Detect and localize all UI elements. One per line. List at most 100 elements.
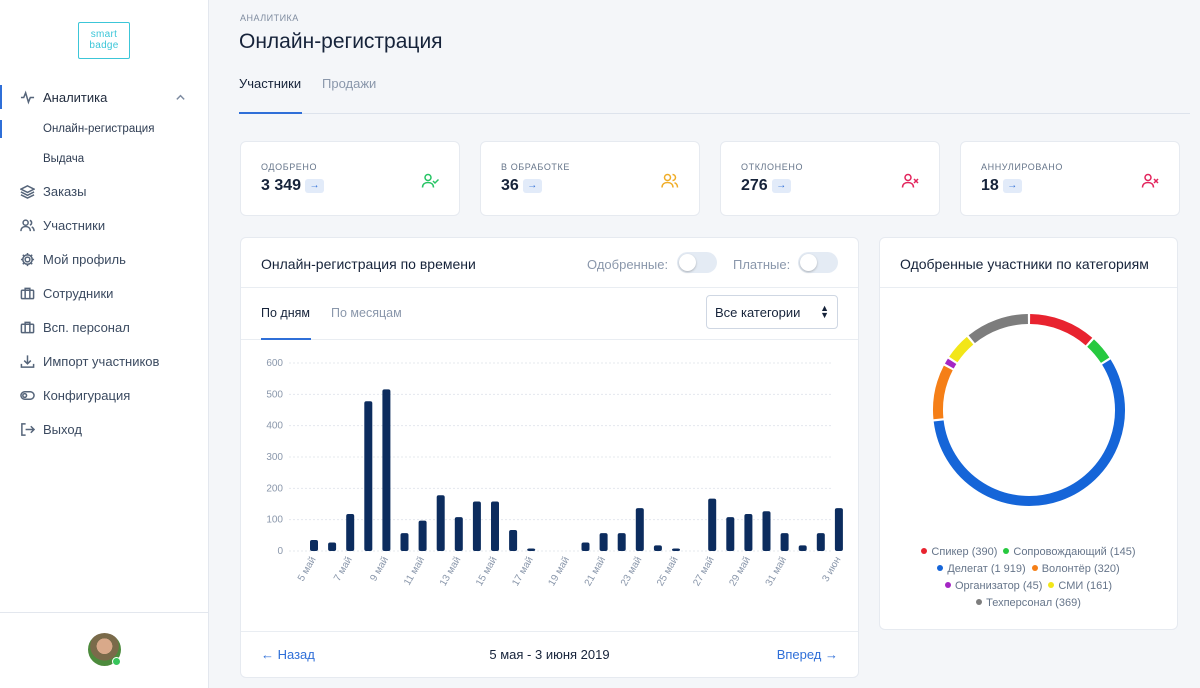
sidebar-subitem-label: Онлайн-регистрация bbox=[43, 123, 155, 135]
next-link[interactable]: Вперед → bbox=[776, 647, 838, 662]
sidebar-item-label: Конфигурация bbox=[43, 387, 131, 403]
bar bbox=[418, 520, 427, 551]
tab-by-months[interactable]: По месяцам bbox=[331, 306, 402, 320]
y-tick-label: 400 bbox=[266, 421, 283, 432]
stat-value: 36 → bbox=[501, 177, 542, 195]
card-header: Онлайн-регистрация по времени Одобренные… bbox=[241, 238, 858, 288]
approved-toggle[interactable] bbox=[677, 252, 717, 273]
tab-sales[interactable]: Продажи bbox=[322, 76, 377, 91]
stat-label: АННУЛИРОВАНО bbox=[981, 162, 1064, 172]
sidebar-subitem-online-registration[interactable]: Онлайн-регистрация bbox=[0, 114, 208, 144]
donut-chart bbox=[933, 314, 1125, 506]
smart-badge-logo[interactable]: smart badge bbox=[78, 22, 130, 59]
user-check-icon bbox=[421, 172, 440, 190]
active-tab-indicator bbox=[239, 112, 302, 114]
sidebar-item-configuration[interactable]: Конфигурация bbox=[0, 378, 208, 412]
bar bbox=[834, 508, 843, 551]
legend-item: Спикер (390) bbox=[921, 544, 997, 561]
arrow-right-button[interactable]: → bbox=[522, 179, 542, 193]
legend-dot bbox=[976, 599, 983, 605]
online-status-dot bbox=[112, 657, 121, 666]
sidebar-item-label: Выход bbox=[43, 421, 82, 437]
logout-icon bbox=[19, 421, 35, 437]
stat-label: ОТКЛОНЕНО bbox=[741, 162, 804, 172]
legend-label: Спикер (390) bbox=[931, 546, 998, 558]
stat-value: 3 349 → bbox=[261, 177, 325, 195]
x-tick-label: 5 май bbox=[296, 555, 319, 583]
stat-card-processing: В ОБРАБОТКЕ 36 → bbox=[480, 141, 700, 216]
arrow-right-button[interactable]: → bbox=[1002, 179, 1022, 193]
briefcase-icon bbox=[19, 285, 35, 301]
chevron-up-icon[interactable] bbox=[175, 91, 186, 106]
x-tick-label: 17 май bbox=[510, 555, 535, 588]
x-tick-label: 15 май bbox=[474, 555, 499, 588]
stat-label: ОДОБРЕНО bbox=[261, 162, 318, 172]
arrow-right-button[interactable]: → bbox=[305, 179, 325, 193]
sidebar-item-employees[interactable]: Сотрудники bbox=[0, 276, 208, 310]
bar bbox=[364, 401, 373, 551]
bar bbox=[708, 498, 717, 551]
sidebar-item-label: Участники bbox=[43, 217, 106, 233]
active-subtab-indicator bbox=[261, 338, 311, 340]
x-tick-label: 7 май bbox=[332, 555, 355, 583]
card-title: Одобренные участники по категориям bbox=[900, 256, 1149, 272]
sidebar-nav: Аналитика Онлайн-регистрация Выдача Зака… bbox=[0, 80, 208, 446]
users-icon bbox=[19, 217, 35, 233]
bar bbox=[310, 540, 318, 551]
sidebar-item-orders[interactable]: Заказы bbox=[0, 174, 208, 208]
sidebar-item-analytics[interactable]: Аналитика bbox=[0, 80, 208, 114]
bar bbox=[635, 508, 644, 551]
chart-legend: Спикер (390) Сопровождающий (145) Делегат … bbox=[880, 544, 1177, 612]
logo-line-2: badge bbox=[89, 40, 119, 51]
bar bbox=[346, 514, 355, 551]
arrow-right-button[interactable]: → bbox=[771, 179, 791, 193]
y-tick-label: 100 bbox=[266, 515, 283, 526]
sidebar-item-participants[interactable]: Участники bbox=[0, 208, 208, 242]
legend-dot bbox=[1048, 582, 1055, 588]
legend-label: Сопровождающий (145) bbox=[1013, 546, 1136, 558]
bar bbox=[436, 495, 445, 551]
legend-dot bbox=[921, 548, 928, 554]
legend-item: СМИ (161) bbox=[1048, 578, 1112, 595]
stat-card-approved: ОДОБРЕНО 3 349 → bbox=[240, 141, 460, 216]
sidebar-item-import-participants[interactable]: Импорт участников bbox=[0, 344, 208, 378]
legend-item: Техперсонал (369) bbox=[976, 595, 1081, 612]
card-header: Одобренные участники по категориям bbox=[880, 238, 1177, 288]
bar bbox=[816, 533, 825, 551]
x-tick-label: 27 май bbox=[691, 555, 716, 588]
sidebar-item-my-profile[interactable]: Мой профиль bbox=[0, 242, 208, 276]
toggle-knob bbox=[679, 254, 696, 271]
x-tick-label: 21 май bbox=[583, 555, 608, 588]
back-link[interactable]: ← Назад bbox=[261, 647, 315, 662]
legend-dot bbox=[944, 582, 951, 588]
tab-participants[interactable]: Участники bbox=[239, 76, 302, 91]
sidebar-subitem-issuance[interactable]: Выдача bbox=[0, 144, 208, 174]
sidebar-item-logout[interactable]: Выход bbox=[0, 412, 208, 446]
registration-time-card: Онлайн-регистрация по времени Одобренные… bbox=[240, 237, 859, 678]
sidebar-item-label: Заказы bbox=[43, 183, 87, 199]
bar bbox=[672, 548, 680, 551]
paid-toggle[interactable] bbox=[798, 252, 838, 273]
bar bbox=[509, 530, 518, 551]
x-tick-label: 25 май bbox=[655, 555, 680, 588]
x-tick-label: 11 май bbox=[402, 555, 427, 588]
sidebar-item-label: Всп. персонал bbox=[43, 319, 130, 335]
tab-by-days[interactable]: По дням bbox=[261, 306, 310, 320]
users-icon bbox=[661, 172, 679, 190]
x-tick-label: 3 июн bbox=[820, 555, 843, 584]
paid-toggle-label: Платные: bbox=[733, 257, 791, 272]
bar bbox=[798, 545, 807, 551]
legend-row: Делегат (1 919) Волонтёр (320) bbox=[880, 561, 1177, 578]
date-range: 5 мая - 3 июня 2019 bbox=[489, 647, 610, 662]
download-icon bbox=[19, 353, 35, 369]
breadcrumb[interactable]: АНАЛИТИКА bbox=[240, 13, 299, 23]
x-tick-label: 23 май bbox=[619, 555, 644, 588]
legend-label: Организатор (45) bbox=[954, 580, 1043, 592]
sidebar-item-support-staff[interactable]: Всп. персонал bbox=[0, 310, 208, 344]
sidebar-item-label: Сотрудники bbox=[43, 285, 114, 301]
categories-card: Одобренные участники по категориям Спике… bbox=[879, 237, 1178, 630]
bar bbox=[527, 548, 536, 551]
legend-row: Организатор (45) СМИ (161) bbox=[880, 578, 1177, 595]
gear-icon bbox=[19, 251, 35, 267]
category-select[interactable]: Все категории ▲ ▼ bbox=[706, 295, 838, 329]
